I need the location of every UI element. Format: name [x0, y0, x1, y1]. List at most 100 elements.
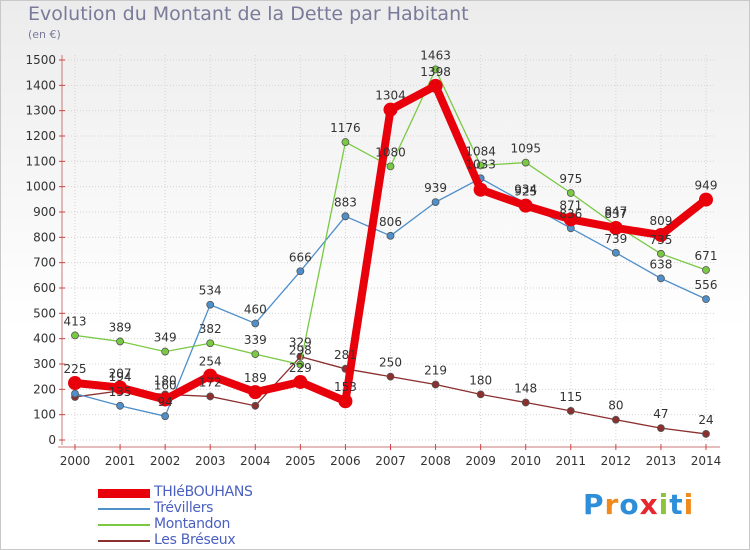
- data-point: [518, 198, 533, 213]
- grid: [65, 55, 714, 441]
- y-tick-label: 800: [33, 230, 56, 244]
- x-tick-label: 2004: [240, 454, 271, 468]
- data-label: 939: [424, 181, 447, 195]
- data-point: [161, 412, 170, 421]
- data-label: 180: [154, 373, 177, 387]
- y-tick-label: 1500: [25, 53, 56, 67]
- chart-title: Evolution du Montant de la Dette par Hab…: [28, 3, 469, 25]
- y-tick-label: 600: [33, 281, 56, 295]
- data-label: 189: [244, 371, 267, 385]
- data-point: [657, 249, 665, 258]
- data-point: [428, 78, 443, 93]
- unit-label: (en €): [28, 28, 61, 41]
- data-label: 382: [199, 322, 222, 336]
- data-label: 671: [695, 249, 718, 263]
- data-label: 735: [649, 233, 672, 247]
- data-label: 1398: [420, 65, 451, 79]
- legend-swatch: [98, 508, 150, 510]
- axes: 0 100 200 300 400 500 600 700 800 900 1000 1100 1200…: [25, 53, 721, 468]
- data-point: [383, 102, 398, 117]
- x-tick-label: 2001: [105, 454, 136, 468]
- data-label: 837: [604, 207, 627, 221]
- y-tick-label: 300: [33, 357, 56, 371]
- legend-label: Montandon: [154, 516, 231, 532]
- x-tick-label: 2013: [646, 454, 677, 468]
- data-point: [386, 231, 395, 240]
- x-tick-label: 2010: [510, 454, 541, 468]
- y-tick-label: 1300: [25, 104, 56, 118]
- data-label: 389: [109, 320, 132, 334]
- data-point: [566, 406, 575, 415]
- x-tick-label: 2011: [556, 454, 587, 468]
- data-point: [116, 337, 124, 346]
- data-point: [657, 424, 665, 432]
- data-label: 666: [289, 250, 312, 264]
- y-tick-label: 100: [33, 408, 56, 422]
- x-tick-label: 2009: [465, 454, 496, 468]
- data-label: 809: [649, 214, 672, 228]
- data-point: [431, 380, 440, 389]
- data-point: [251, 319, 260, 328]
- legend-swatch: [98, 488, 150, 498]
- x-tick-label: 2008: [420, 454, 451, 468]
- logo-letter: r: [604, 488, 620, 521]
- data-label: 1095: [510, 142, 541, 156]
- data-label: 1304: [375, 89, 406, 103]
- data-label: 975: [559, 172, 582, 186]
- y-tick-label: 700: [33, 256, 56, 270]
- y-tick-label: 900: [33, 205, 56, 219]
- data-point: [431, 198, 440, 207]
- series-layer: [68, 65, 713, 438]
- logo-letter: i: [683, 488, 695, 521]
- data-label: 1176: [330, 121, 361, 135]
- data-label: 1033: [465, 157, 496, 171]
- data-label: 160: [154, 378, 177, 392]
- legend-item: THIéBOUHANS: [98, 485, 298, 501]
- data-label: 229: [289, 361, 312, 375]
- data-point: [702, 295, 710, 304]
- logo-letter: o: [619, 488, 640, 521]
- data-labels: 225 207 160 254 189 229 153 1304 1398 925 871 837 80…: [64, 48, 718, 427]
- logo-letter: P: [583, 488, 605, 521]
- data-label: 925: [514, 185, 537, 199]
- legend-label: Trévillers: [154, 500, 214, 516]
- x-tick-label: 2005: [285, 454, 316, 468]
- data-point: [341, 212, 350, 221]
- data-point: [113, 380, 128, 395]
- legend-item: Trévillers: [98, 501, 298, 517]
- data-point: [563, 212, 578, 227]
- data-label: 871: [559, 198, 582, 212]
- data-point: [206, 392, 215, 401]
- data-point: [608, 220, 623, 235]
- x-tick-label: 2002: [150, 454, 181, 468]
- data-label: 207: [109, 367, 132, 381]
- data-label: 1463: [420, 48, 451, 62]
- data-point: [476, 390, 485, 399]
- data-point: [566, 189, 575, 197]
- data-point: [699, 192, 713, 207]
- data-label: 883: [334, 195, 357, 209]
- data-point: [251, 350, 260, 359]
- data-label: 115: [559, 390, 582, 404]
- data-point: [653, 228, 668, 243]
- data-label: 80: [608, 399, 623, 413]
- proxiti-logo: Proxiti: [583, 488, 694, 521]
- legend-swatch: [98, 540, 150, 542]
- legend-label: THIéBOUHANS: [154, 484, 253, 500]
- data-label: 94: [158, 395, 173, 409]
- x-tick-label: 2006: [330, 454, 361, 468]
- data-label: 298: [289, 344, 312, 358]
- data-label: 135: [109, 385, 132, 399]
- data-label: 806: [379, 215, 402, 229]
- data-label: 254: [199, 355, 222, 369]
- legend: THIéBOUHANS Trévillers Montandon Les Bréseu…: [98, 485, 298, 549]
- data-point: [611, 248, 620, 257]
- data-point: [702, 266, 710, 274]
- x-tick-label: 2012: [601, 454, 632, 468]
- data-point: [521, 398, 530, 407]
- data-label: 219: [424, 364, 447, 378]
- data-point: [293, 374, 308, 389]
- data-label: 339: [244, 333, 267, 347]
- data-point: [116, 401, 124, 410]
